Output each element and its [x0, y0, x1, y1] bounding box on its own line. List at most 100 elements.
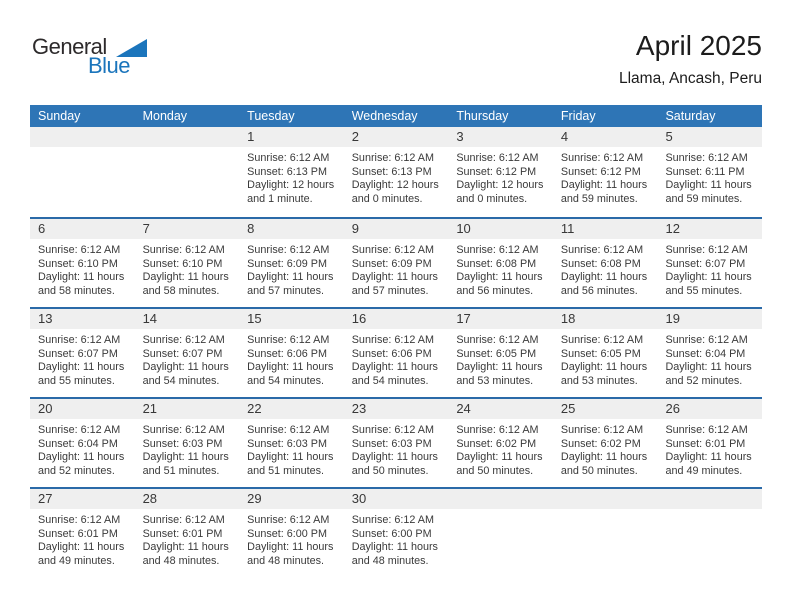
day-cell: 12 Sunrise: 6:12 AM Sunset: 6:07 PM Dayligh… [657, 219, 763, 307]
day-daylight2-text: and 52 minutes. [665, 374, 743, 387]
day-daylight2-text: and 1 minute. [247, 192, 313, 205]
day-number: 7 [134, 219, 240, 239]
day-sunrise-text: Sunrise: 6:12 AM [456, 424, 539, 436]
day-cell: 22 Sunrise: 6:12 AM Sunset: 6:03 PM Dayligh… [239, 399, 344, 487]
day-sunset-text: Sunset: 6:05 PM [456, 347, 537, 360]
day-cell: 11 Sunrise: 6:12 AM Sunset: 6:08 PM Dayligh… [552, 219, 658, 307]
logo-text-general: General [32, 34, 107, 59]
day-daylight1-text: Daylight: 11 hours [247, 271, 334, 284]
day-sunset-text: Sunset: 6:01 PM [38, 527, 118, 540]
day-sunset-text: Sunset: 6:04 PM [665, 347, 746, 360]
day-daylight1-text: Daylight: 11 hours [142, 361, 229, 374]
calendar-table: Sunday Monday Tuesday Wednesday Thursday… [30, 105, 763, 577]
day-sunset-text: Sunset: 6:00 PM [247, 527, 327, 540]
day-sunrise-text: Sunrise: 6:12 AM [560, 334, 644, 346]
day-sunrise-text: Sunrise: 6:12 AM [351, 244, 434, 256]
day-sunrise-text: Sunrise: 6:12 AM [665, 334, 748, 346]
day-details: Sunrise: 6:12 AM Sunset: 6:01 PM Daylight:… [657, 419, 762, 478]
day-daylight2-text: and 54 minutes. [247, 374, 324, 387]
day-daylight1-text: Daylight: 11 hours [142, 541, 229, 554]
day-sunset-text: Sunset: 6:10 PM [142, 257, 223, 270]
day-number: 9 [343, 219, 449, 239]
day-daylight2-text: and 50 minutes. [560, 464, 638, 477]
day-daylight1-text: Daylight: 11 hours [560, 271, 648, 284]
day-daylight1-text: Daylight: 11 hours [456, 451, 543, 464]
day-details: Sunrise: 6:12 AM Sunset: 6:10 PM Daylight:… [135, 239, 240, 298]
weekday-header-sunday: Sunday [38, 109, 81, 123]
day-number: 21 [134, 399, 240, 419]
day-sunrise-text: Sunrise: 6:12 AM [142, 424, 225, 436]
day-sunrise-text: Sunrise: 6:12 AM [247, 514, 330, 526]
day-daylight1-text: Daylight: 12 hours [247, 179, 335, 192]
day-cell: 16 Sunrise: 6:12 AM Sunset: 6:06 PM Dayligh… [343, 309, 449, 397]
day-details: Sunrise: 6:12 AM Sunset: 6:07 PM Daylight:… [135, 329, 240, 388]
day-cell: 8 Sunrise: 6:12 AM Sunset: 6:09 PM Daylight… [239, 219, 344, 307]
day-number [448, 489, 553, 509]
day-number: 18 [552, 309, 658, 329]
day-number: 2 [343, 127, 449, 147]
calendar-weeks: 1 Sunrise: 6:12 AM Sunset: 6:13 PM Daylight… [30, 127, 763, 577]
day-sunrise-text: Sunrise: 6:12 AM [456, 334, 539, 346]
day-details: Sunrise: 6:12 AM Sunset: 6:13 PM Daylight:… [344, 147, 449, 206]
day-cell: 10 Sunrise: 6:12 AM Sunset: 6:08 PM Dayligh… [448, 219, 553, 307]
day-daylight2-text: and 49 minutes. [38, 554, 115, 567]
day-sunrise-text: Sunrise: 6:12 AM [142, 244, 225, 256]
day-daylight2-text: and 52 minutes. [38, 464, 115, 477]
day-details: Sunrise: 6:12 AM Sunset: 6:08 PM Daylight:… [448, 239, 553, 298]
day-sunset-text: Sunset: 6:07 PM [665, 257, 746, 270]
day-sunrise-text: Sunrise: 6:12 AM [247, 244, 330, 256]
day-number [657, 489, 763, 509]
week-row: 20 Sunrise: 6:12 AM Sunset: 6:04 PM Dayligh… [30, 397, 763, 487]
day-sunrise-text: Sunrise: 6:12 AM [351, 514, 434, 526]
logo-text-blue: Blue [88, 53, 131, 78]
day-sunrise-text: Sunrise: 6:12 AM [560, 152, 644, 164]
weekday-header-wednesday: Wednesday [351, 109, 418, 123]
day-daylight2-text: and 55 minutes. [38, 374, 115, 387]
day-daylight2-text: and 56 minutes. [560, 284, 638, 297]
day-sunrise-text: Sunrise: 6:12 AM [38, 334, 121, 346]
day-daylight1-text: Daylight: 11 hours [665, 451, 752, 464]
day-daylight2-text: and 49 minutes. [665, 464, 743, 477]
day-daylight2-text: and 50 minutes. [351, 464, 429, 477]
day-sunrise-text: Sunrise: 6:12 AM [351, 424, 434, 436]
day-cell: 14 Sunrise: 6:12 AM Sunset: 6:07 PM Dayligh… [134, 309, 240, 397]
weekday-header-row: Sunday Monday Tuesday Wednesday Thursday… [30, 105, 762, 127]
day-daylight2-text: and 57 minutes. [351, 284, 429, 297]
day-sunrise-text: Sunrise: 6:12 AM [665, 152, 748, 164]
day-details: Sunrise: 6:12 AM Sunset: 6:12 PM Daylight:… [553, 147, 658, 206]
day-daylight1-text: Daylight: 11 hours [560, 179, 648, 192]
day-daylight1-text: Daylight: 11 hours [142, 271, 229, 284]
day-cell: 19 Sunrise: 6:12 AM Sunset: 6:04 PM Dayligh… [657, 309, 763, 397]
day-sunset-text: Sunset: 6:07 PM [38, 347, 118, 360]
day-sunrise-text: Sunrise: 6:12 AM [38, 424, 121, 436]
day-cell: 26 Sunrise: 6:12 AM Sunset: 6:01 PM Dayligh… [657, 399, 763, 487]
day-sunrise-text: Sunrise: 6:12 AM [456, 152, 539, 164]
day-daylight2-text: and 51 minutes. [142, 464, 220, 477]
day-details: Sunrise: 6:12 AM Sunset: 6:01 PM Daylight:… [135, 509, 240, 568]
day-sunrise-text: Sunrise: 6:12 AM [38, 244, 121, 256]
day-sunset-text: Sunset: 6:02 PM [456, 437, 537, 450]
day-sunset-text: Sunset: 6:07 PM [142, 347, 223, 360]
day-sunrise-text: Sunrise: 6:12 AM [665, 244, 748, 256]
day-number: 12 [657, 219, 763, 239]
day-daylight2-text: and 50 minutes. [456, 464, 534, 477]
day-details: Sunrise: 6:12 AM Sunset: 6:12 PM Daylight:… [448, 147, 553, 206]
day-number: 16 [343, 309, 449, 329]
day-sunset-text: Sunset: 6:03 PM [247, 437, 327, 450]
day-daylight1-text: Daylight: 11 hours [456, 271, 543, 284]
day-daylight2-text: and 59 minutes. [560, 192, 638, 205]
day-number: 6 [30, 219, 135, 239]
day-sunrise-text: Sunrise: 6:12 AM [351, 334, 434, 346]
day-daylight1-text: Daylight: 11 hours [247, 541, 334, 554]
day-details: Sunrise: 6:12 AM Sunset: 6:05 PM Daylight:… [553, 329, 658, 388]
day-daylight2-text: and 55 minutes. [665, 284, 743, 297]
day-details: Sunrise: 6:12 AM Sunset: 6:02 PM Daylight:… [448, 419, 553, 478]
day-cell: 17 Sunrise: 6:12 AM Sunset: 6:05 PM Dayligh… [448, 309, 553, 397]
day-daylight1-text: Daylight: 11 hours [665, 179, 752, 192]
day-sunset-text: Sunset: 6:06 PM [351, 347, 432, 360]
day-daylight2-text: and 51 minutes. [247, 464, 324, 477]
day-cell: 25 Sunrise: 6:12 AM Sunset: 6:02 PM Dayligh… [552, 399, 658, 487]
day-daylight2-text: and 59 minutes. [665, 192, 743, 205]
day-sunset-text: Sunset: 6:12 PM [456, 165, 537, 178]
